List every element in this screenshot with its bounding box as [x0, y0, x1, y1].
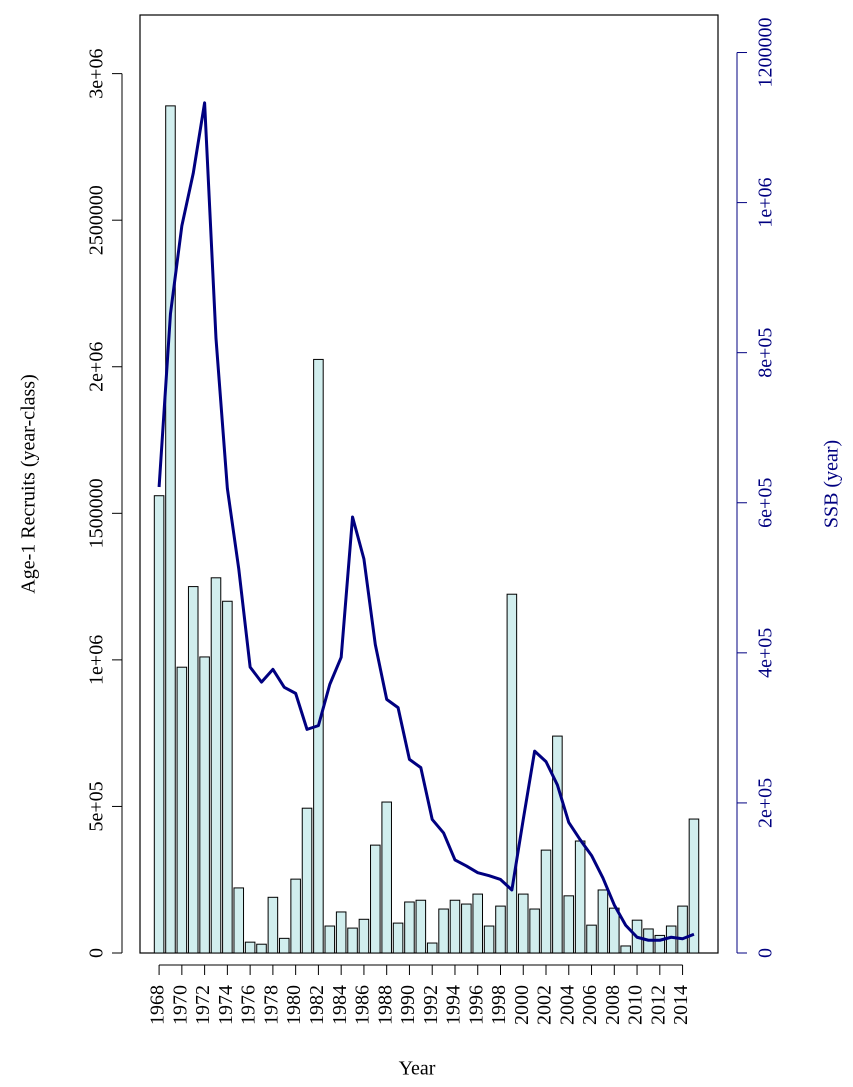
bar: [654, 934, 666, 954]
y-tick-label: 3e+06: [86, 49, 108, 99]
x-tick-label: 1984: [329, 985, 351, 1025]
x-tick-label: 2012: [647, 985, 669, 1025]
x-tick-label: 1968: [147, 985, 169, 1025]
x-tick-label: 1988: [374, 985, 396, 1025]
y2-tick-label: 1200000: [755, 18, 777, 88]
x-tick-label: 2004: [556, 985, 578, 1025]
x-tick-label: 1992: [420, 985, 442, 1025]
y2-tick-label: 4e+05: [755, 628, 777, 678]
y-tick-label: 2500000: [86, 185, 108, 255]
bar: [358, 918, 370, 954]
bar: [313, 358, 324, 954]
bar: [517, 893, 529, 954]
bar: [392, 922, 404, 954]
bar: [176, 666, 188, 954]
x-tick-label: 1986: [352, 985, 374, 1025]
bar: [381, 801, 392, 954]
y-axis-label: Age-1 Recruits (year-class): [18, 374, 40, 594]
bar: [256, 943, 267, 954]
bar: [563, 895, 575, 954]
bar: [574, 840, 586, 954]
bar: [370, 844, 381, 954]
bar: [472, 893, 484, 954]
bar: [233, 887, 245, 954]
ssb-line: [157, 101, 695, 942]
bar: [267, 896, 279, 954]
x-tick-label: 2008: [602, 985, 624, 1025]
y2-tick-label: 1e+06: [755, 178, 777, 228]
x-tick-label: 1996: [465, 985, 487, 1025]
x-tick-label: 1974: [215, 985, 237, 1025]
bar: [210, 577, 222, 954]
bar: [278, 937, 290, 954]
x-tick-label: 2014: [670, 985, 692, 1025]
bar: [415, 899, 427, 954]
bar: [597, 889, 609, 954]
bar: [222, 600, 233, 954]
x-tick-label: 2006: [579, 985, 601, 1025]
bar: [324, 925, 336, 954]
x-tick-label: 2002: [534, 985, 556, 1025]
x-tick-label: 1970: [169, 985, 191, 1025]
bar: [506, 593, 518, 954]
x-tick-label: 1980: [283, 985, 305, 1025]
bar: [335, 911, 347, 954]
bar: [199, 656, 210, 954]
bar: [552, 735, 563, 954]
bar: [438, 908, 449, 954]
bar: [495, 905, 506, 954]
y-tick-label: 5e+05: [86, 781, 108, 831]
x-tick-label: 1994: [443, 985, 465, 1025]
x-tick-label: 1972: [192, 985, 214, 1025]
y-tick-label: 0: [86, 948, 108, 958]
y2-tick-label: 8e+05: [755, 328, 777, 378]
x-tick-label: 1978: [260, 985, 282, 1025]
bar: [677, 905, 688, 954]
bar: [244, 941, 256, 954]
bar: [301, 807, 313, 954]
x-axis-label: Year: [399, 1058, 436, 1080]
bar: [586, 924, 597, 954]
x-tick-label: 1982: [306, 985, 328, 1025]
bar: [426, 942, 438, 954]
bar: [483, 925, 495, 954]
bar: [688, 818, 700, 954]
y2-tick-label: 2e+05: [755, 778, 777, 828]
bar: [404, 901, 415, 954]
bar: [529, 908, 540, 954]
bar: [347, 927, 358, 954]
y-tick-label: 1e+06: [86, 635, 108, 685]
x-tick-label: 2000: [511, 985, 533, 1025]
x-tick-label: 2010: [625, 985, 647, 1025]
y2-tick-label: 0: [755, 948, 777, 958]
x-tick-label: 1990: [397, 985, 419, 1025]
y2-tick-label: 6e+05: [755, 478, 777, 528]
y-tick-label: 2e+06: [86, 342, 108, 392]
bar: [609, 907, 620, 954]
y2-axis-label: SSB (year): [821, 440, 843, 528]
bar: [187, 586, 199, 954]
bar: [620, 945, 631, 954]
bar: [461, 903, 472, 954]
x-tick-label: 1998: [488, 985, 510, 1025]
y-tick-label: 1500000: [86, 478, 108, 548]
bar: [165, 105, 176, 954]
bar: [153, 495, 165, 954]
bar: [449, 899, 461, 954]
x-tick-label: 1976: [238, 985, 260, 1025]
bar: [540, 849, 552, 954]
bar: [290, 878, 301, 954]
